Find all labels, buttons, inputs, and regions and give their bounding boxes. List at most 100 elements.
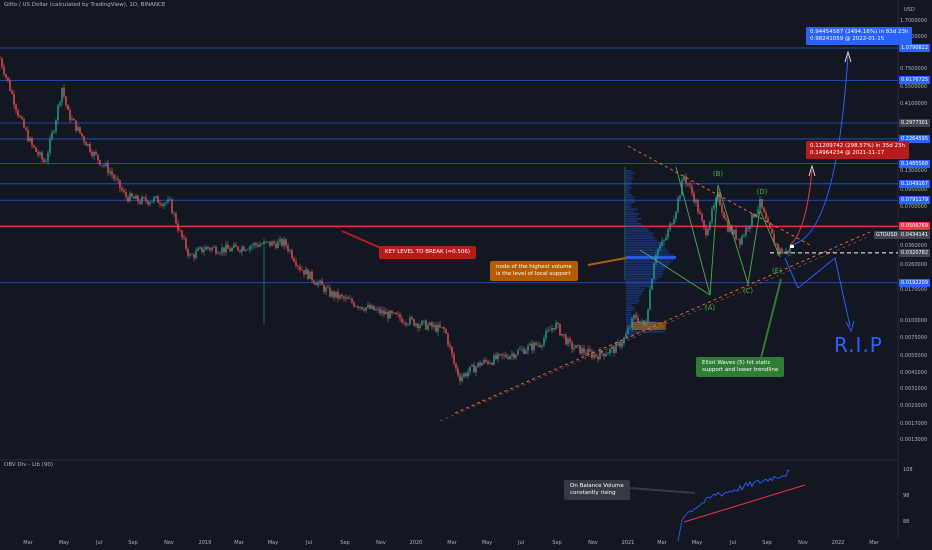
candle-body [329, 287, 331, 297]
candle-body [465, 373, 467, 377]
candle-body [253, 243, 255, 246]
target-line: 0.14964234 @ 2021-11-17 [810, 150, 885, 156]
candle-body [587, 349, 589, 355]
x-tick-label: Nov [588, 540, 598, 546]
obv-panel [677, 469, 806, 542]
candle-body [23, 119, 25, 128]
candle-body [309, 271, 311, 280]
candle-body [785, 250, 787, 253]
candle-body [35, 147, 37, 152]
candle-body [619, 342, 621, 347]
level-label[interactable]: 1.0790822 [899, 43, 931, 52]
candle-body [561, 334, 563, 336]
candle-body [551, 328, 553, 331]
volume-bar [626, 314, 632, 316]
candle-body [79, 126, 81, 134]
volume-bar [626, 222, 642, 225]
candle-body [149, 202, 151, 205]
candle-body [453, 354, 455, 364]
volume-bar [626, 323, 657, 326]
volume-bar [626, 208, 638, 211]
candle-body [713, 205, 715, 209]
candle-body [433, 325, 435, 327]
candle-body [1, 58, 3, 67]
candle-body [109, 171, 111, 173]
candle-body [21, 117, 23, 120]
candle-body [435, 325, 437, 332]
arrow-head [845, 320, 855, 333]
volume-bar [626, 191, 630, 194]
candle-body [13, 93, 15, 105]
key-level-note[interactable]: KEY LEVEL TO BREAK (≈0.506) [379, 246, 477, 259]
candle-body [443, 327, 445, 330]
level-label[interactable]: 0.0320782 [899, 248, 931, 257]
candle-body [181, 230, 183, 238]
level-label[interactable]: 0.2264595 [899, 134, 931, 143]
level-label[interactable]: 0.6176725 [899, 76, 931, 85]
candle-body [37, 151, 39, 155]
candle-body [419, 325, 421, 329]
x-tick-label: Mar [657, 540, 667, 546]
level-label[interactable]: 0.0791179 [899, 196, 931, 205]
volume-node-note[interactable]: node of the highest volume is the level … [490, 261, 578, 281]
volume-bar [626, 294, 641, 297]
candle-body [47, 153, 49, 162]
level-label[interactable]: 0.0434141 [899, 231, 931, 240]
level-label[interactable]: 0.0506769 [899, 222, 931, 231]
candle-body [425, 320, 427, 330]
obv-note[interactable]: On Balance Volume constantly rising [564, 480, 630, 500]
target-mid-label[interactable]: 0.11209742 (298.57%) in 35d 23h 0.149642… [806, 141, 909, 159]
candle-body [281, 239, 283, 246]
candle-body [569, 338, 571, 343]
candle-body [197, 248, 199, 251]
candle-body [537, 344, 539, 346]
candle-body [219, 252, 221, 254]
target-line: 0.98241059 @ 2022-01-15 [810, 36, 885, 42]
candle-body [401, 318, 403, 323]
level-label[interactable]: 0.1049167 [899, 179, 931, 188]
projection-high [789, 54, 849, 246]
level-label[interactable]: 0.2977301 [899, 119, 931, 127]
wave-label: (E) [772, 267, 782, 275]
target-high-label[interactable]: 0.94454587 (2494.16%) in 83d 23h 0.98241… [806, 27, 913, 45]
candle-body [549, 330, 551, 331]
candle-body [527, 345, 529, 351]
projection-mid [789, 169, 813, 246]
target-line: 0.94454587 (2494.16%) in 83d 23h [810, 29, 909, 35]
candle-body [359, 307, 361, 308]
candle-body [67, 105, 69, 111]
candle-body [381, 310, 383, 314]
candle-body [525, 350, 527, 354]
elliot-wave-note[interactable]: Elliot Waves (5) hit static support and … [696, 357, 785, 377]
candle-body [689, 184, 691, 187]
obv-indicator-title[interactable]: OBV Div - Lib (90) [4, 462, 54, 468]
volume-bar [626, 266, 669, 268]
candle-body [535, 342, 537, 346]
y-tick-label: 0.0360000 [900, 243, 928, 250]
candle-body [301, 269, 303, 271]
candle-body [451, 346, 453, 355]
candle-body [789, 247, 791, 254]
candle-body [471, 364, 473, 367]
candle-body [145, 197, 147, 202]
candle-body [761, 198, 763, 208]
candle-body [749, 225, 751, 229]
candle-body [683, 176, 685, 181]
volume-bar [626, 333, 635, 335]
wave-segment [717, 184, 749, 285]
candle-body [175, 213, 177, 224]
candle-body [201, 247, 203, 253]
lower-trendline-outer [439, 235, 871, 422]
level-label[interactable]: 0.1485568 [899, 159, 931, 168]
level-label[interactable]: 0.0192209 [899, 278, 931, 287]
candle-body [27, 130, 29, 142]
volume-bar [626, 328, 663, 331]
candle-body [343, 296, 345, 299]
volume-bar [626, 170, 632, 172]
candle-body [635, 315, 637, 318]
candle-body [491, 362, 493, 365]
candle-body [739, 238, 741, 245]
candle-body [487, 361, 489, 364]
